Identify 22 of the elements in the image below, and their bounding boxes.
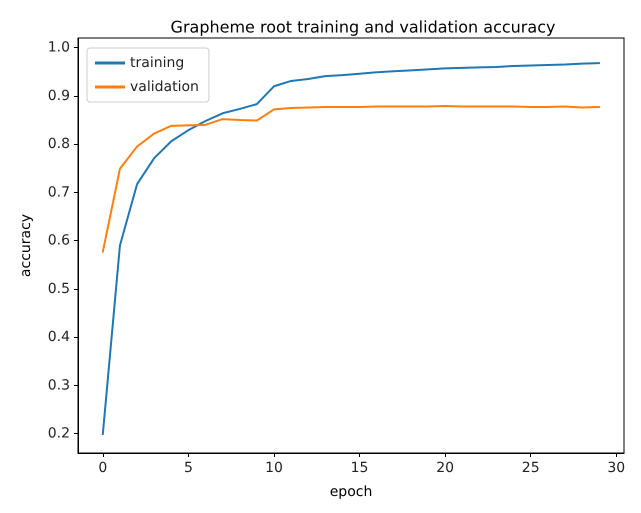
x-tick-label: 25 (522, 460, 540, 476)
y-tick-label: 0.5 (48, 280, 70, 297)
line-series (102, 105, 600, 253)
x-tick-label: 5 (184, 460, 193, 476)
y-tick-label: 0.8 (48, 136, 70, 152)
x-tick-label: 20 (436, 460, 454, 476)
legend-label: validation (130, 79, 199, 95)
x-tick-label: 0 (98, 460, 108, 476)
y-tick-label: 1.0 (48, 40, 70, 56)
x-axis-title: epoch (330, 484, 372, 500)
y-tick-label: 0.3 (48, 377, 70, 394)
y-tick-label: 0.9 (48, 88, 70, 104)
chart-title: Grapheme root training and validation accuracy (170, 18, 556, 36)
x-tick-label: 30 (607, 460, 626, 476)
y-tick-label: 0.7 (48, 184, 70, 200)
y-tick-label: 0.6 (48, 232, 70, 249)
legend-label: training (130, 55, 184, 71)
x-tick-label: 10 (265, 460, 283, 476)
y-axis-title: accuracy (18, 214, 34, 278)
y-tick-label: 0.4 (48, 329, 70, 346)
y-tick-label: 0.2 (48, 426, 70, 442)
x-tick-label: 15 (350, 460, 368, 476)
